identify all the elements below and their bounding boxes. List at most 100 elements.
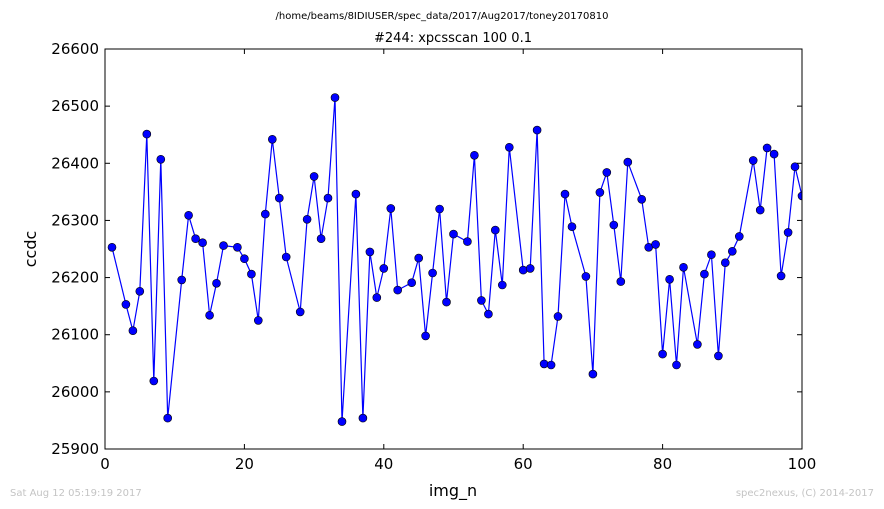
y-tick-label: 26200 xyxy=(51,269,99,287)
data-point xyxy=(518,265,528,275)
data-point xyxy=(128,326,138,336)
data-point xyxy=(727,247,737,256)
data-point xyxy=(484,309,493,319)
data-point xyxy=(295,307,305,317)
y-tick-label: 26400 xyxy=(51,154,99,172)
x-tick-label: 60 xyxy=(514,455,533,473)
x-tick-label: 40 xyxy=(374,455,393,473)
data-point xyxy=(609,220,619,230)
data-point xyxy=(219,241,228,250)
data-point xyxy=(525,264,535,273)
series-line xyxy=(111,97,802,422)
data-point xyxy=(358,413,368,423)
data-point xyxy=(595,188,605,197)
data-point xyxy=(177,275,186,285)
data-point xyxy=(714,351,723,361)
data-point xyxy=(267,135,277,144)
data-point xyxy=(330,93,340,102)
data-point xyxy=(142,129,152,139)
data-point xyxy=(372,293,382,302)
data-point xyxy=(734,232,744,241)
data-point xyxy=(755,205,765,215)
x-tick-label: 20 xyxy=(235,455,254,473)
data-point xyxy=(421,331,430,341)
y-tick-label: 26500 xyxy=(51,97,99,115)
data-point xyxy=(156,155,166,164)
data-point xyxy=(309,172,319,181)
data-point xyxy=(379,264,389,273)
data-point xyxy=(393,285,403,295)
y-tick-label: 26600 xyxy=(51,40,99,58)
data-point xyxy=(407,278,417,288)
chart-title: #244: xpcsscan 100 0.1 xyxy=(374,31,532,46)
data-point xyxy=(797,191,802,201)
data-point xyxy=(163,413,172,423)
data-point xyxy=(581,272,591,281)
data-point xyxy=(463,237,472,246)
data-point xyxy=(553,312,563,321)
file-path-title: /home/beams/8IDIUSER/spec_data/2017/Aug2… xyxy=(276,11,609,22)
data-point xyxy=(539,359,549,369)
data-point xyxy=(790,162,800,171)
data-point xyxy=(260,209,270,219)
data-point xyxy=(449,229,458,239)
data-point xyxy=(470,151,479,160)
x-axis-label: img_n xyxy=(429,481,477,501)
data-point xyxy=(532,125,542,135)
data-point xyxy=(212,278,221,288)
data-point xyxy=(442,297,451,307)
data-point xyxy=(748,156,758,165)
data-point xyxy=(762,143,772,153)
axis-ticks: 0 20 40 60 80 100 25900 26000 26100 26200 26300 264… xyxy=(51,40,816,473)
x-tick-label: 0 xyxy=(100,455,110,473)
data-point xyxy=(490,225,500,235)
data-point xyxy=(337,417,347,426)
credit-footer: spec2nexus, (C) 2014-2017 xyxy=(735,488,874,499)
x-tick-label: 80 xyxy=(653,455,672,473)
data-point xyxy=(428,268,437,278)
data-point xyxy=(720,258,730,268)
data-point xyxy=(560,189,570,199)
data-point xyxy=(588,369,598,379)
y-tick-label: 26000 xyxy=(51,383,99,401)
data-point xyxy=(365,247,375,257)
data-point xyxy=(302,215,312,224)
data-point xyxy=(198,238,207,247)
data-point xyxy=(316,234,326,243)
data-point xyxy=(191,234,200,243)
y-axis-label: ccdc xyxy=(21,231,40,268)
data-point xyxy=(497,280,507,290)
data-point xyxy=(693,340,702,349)
data-point xyxy=(651,240,660,249)
data-point xyxy=(135,286,145,296)
data-point xyxy=(184,211,193,220)
data-point xyxy=(281,252,291,262)
data-point xyxy=(247,269,256,279)
data-point xyxy=(567,222,577,231)
data-point xyxy=(233,243,242,252)
data-point xyxy=(700,269,709,279)
data-point xyxy=(658,349,667,359)
axes-frame xyxy=(104,48,803,450)
y-tick-label: 26300 xyxy=(51,211,99,229)
data-point xyxy=(435,204,444,214)
data-point xyxy=(414,253,424,263)
data-point xyxy=(665,274,674,284)
data-point xyxy=(672,360,681,370)
data-point xyxy=(616,277,626,286)
data-point xyxy=(121,300,131,309)
data-point xyxy=(107,243,117,252)
data-point xyxy=(623,157,633,167)
x-tick-label: 100 xyxy=(788,455,817,473)
timestamp-footer: Sat Aug 12 05:19:19 2017 xyxy=(10,488,142,499)
data-point xyxy=(386,204,396,213)
data-point xyxy=(351,189,361,199)
data-point xyxy=(776,271,786,281)
data-point xyxy=(602,168,612,177)
plot-area xyxy=(107,93,802,426)
data-point xyxy=(477,296,486,305)
data-point xyxy=(637,195,647,204)
data-point xyxy=(205,310,214,320)
y-tick-label: 26100 xyxy=(51,326,99,344)
